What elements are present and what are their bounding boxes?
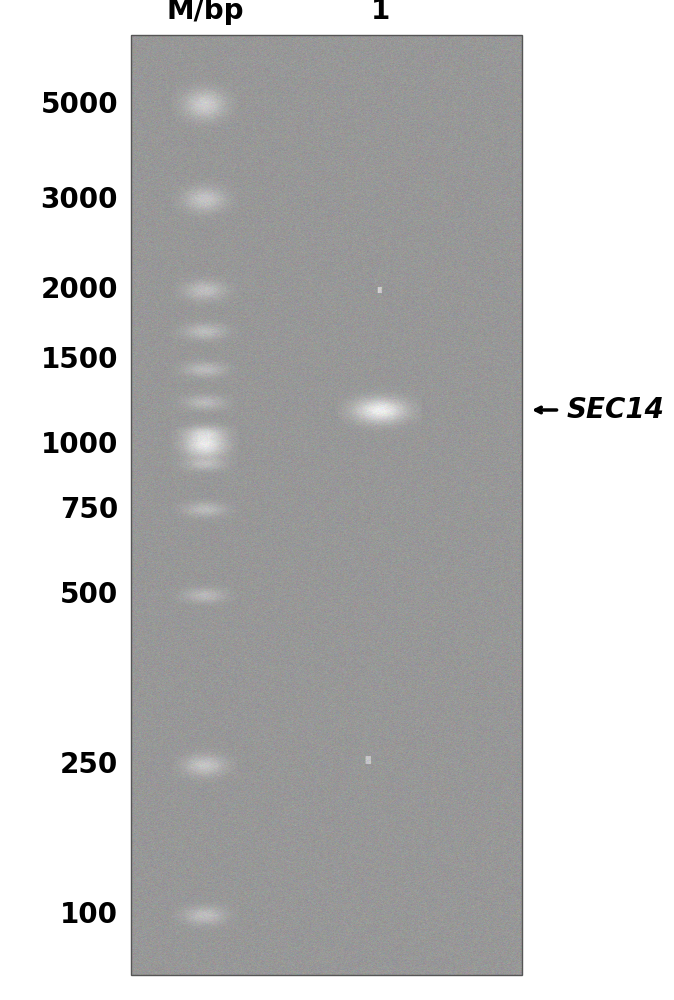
Text: 500: 500 xyxy=(60,581,118,609)
Text: 1: 1 xyxy=(371,0,390,25)
Text: 1000: 1000 xyxy=(40,431,118,459)
Text: 1500: 1500 xyxy=(40,346,118,374)
Bar xyxy=(131,35,522,975)
Text: M/bp: M/bp xyxy=(167,0,244,25)
Text: 100: 100 xyxy=(60,901,118,929)
Text: SEC14: SEC14 xyxy=(566,396,664,424)
Text: 2000: 2000 xyxy=(40,276,118,304)
Text: 5000: 5000 xyxy=(40,91,118,119)
Text: 3000: 3000 xyxy=(40,186,118,214)
Text: 750: 750 xyxy=(60,496,118,524)
Text: 250: 250 xyxy=(60,751,118,779)
